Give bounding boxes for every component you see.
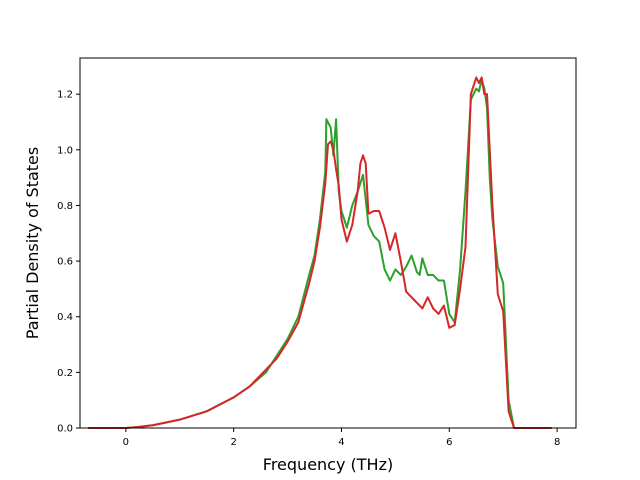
y-tick-label: 1.0: [57, 145, 73, 156]
x-tick-label: 4: [338, 437, 344, 448]
y-tick-label: 1.2: [57, 90, 73, 101]
y-axis-label: Partial Density of States: [23, 147, 42, 339]
y-tick-label: 0.0: [57, 424, 73, 435]
y-tick-label: 0.6: [57, 257, 73, 268]
y-tick-label: 0.4: [57, 312, 73, 323]
x-tick-label: 2: [230, 437, 236, 448]
x-tick-label: 8: [554, 437, 560, 448]
y-tick-label: 0.8: [57, 201, 73, 212]
y-tick-label: 0.2: [57, 368, 73, 379]
x-tick-label: 0: [123, 437, 129, 448]
series-line-2: [88, 76, 552, 429]
y-axis: 0.0 0.2 0.4 0.6 0.8 1.0 1.2: [57, 90, 80, 435]
plot-area: [79, 57, 577, 429]
x-axis-label: Frequency (THz): [263, 455, 393, 474]
series-layer: [88, 76, 552, 429]
x-tick-label: 6: [446, 437, 452, 448]
plot-background: [80, 58, 576, 428]
x-axis: 0 2 4 6 8: [123, 428, 560, 448]
plot-frame: [79, 57, 577, 429]
